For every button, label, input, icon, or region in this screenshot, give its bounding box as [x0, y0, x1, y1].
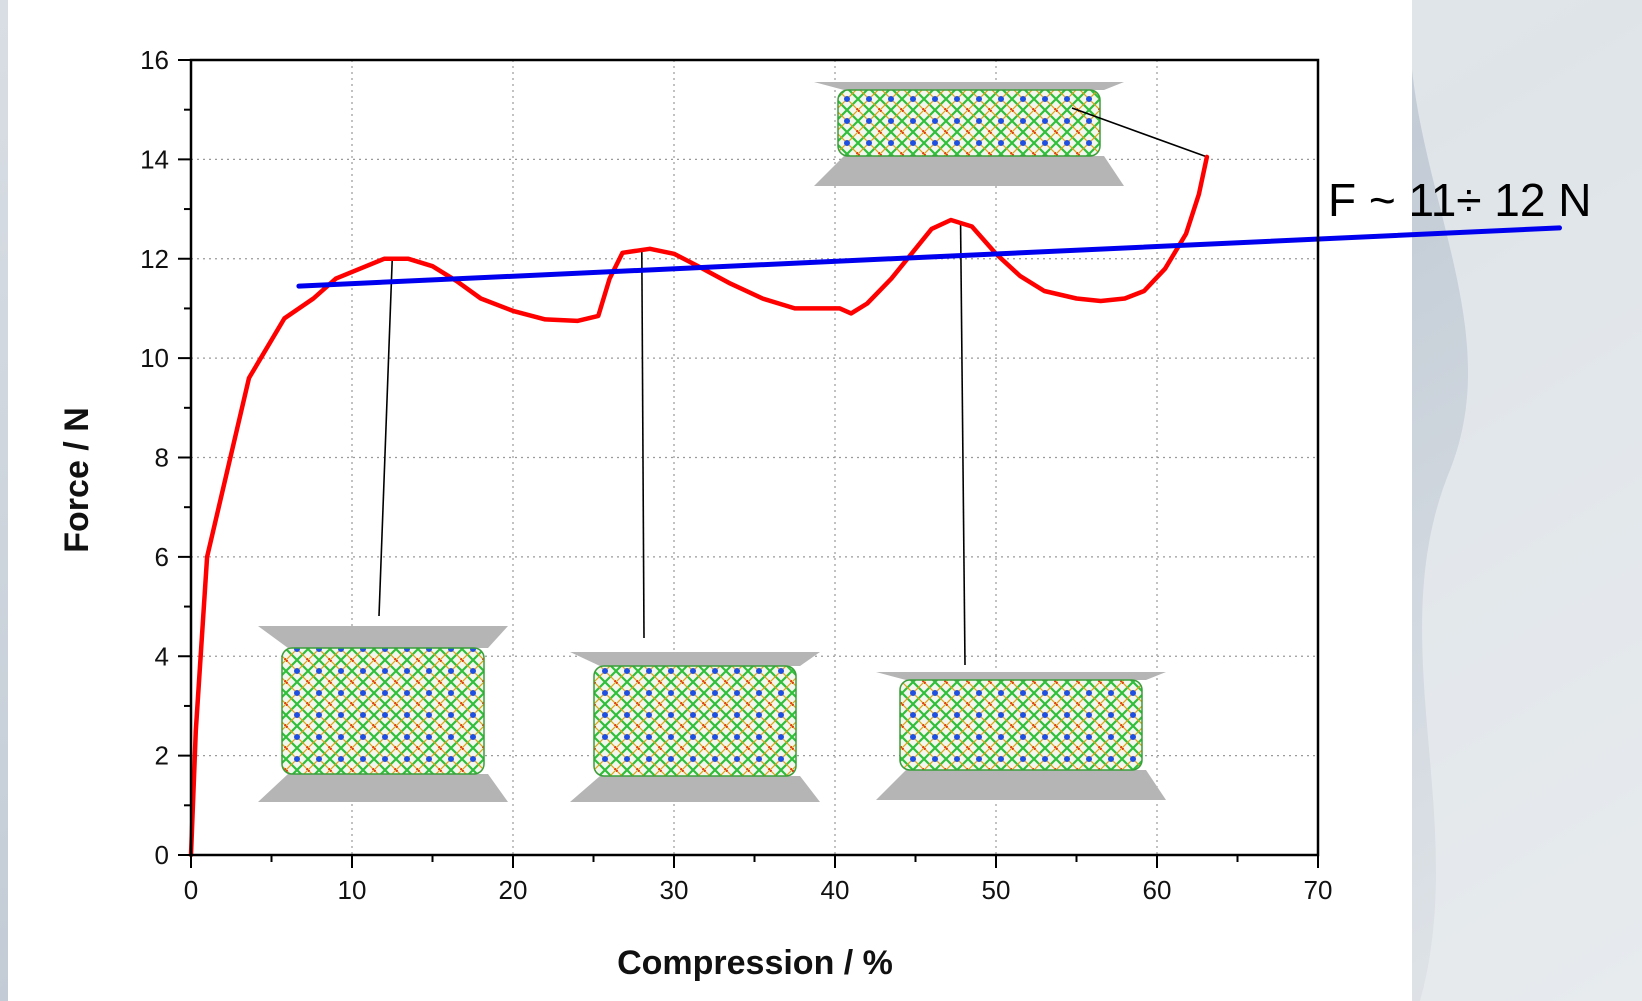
background-shape	[1409, 0, 1642, 1001]
top-plate	[570, 652, 820, 666]
inset-compressed-63pct	[814, 82, 1124, 186]
x-tick-label: 50	[982, 875, 1011, 905]
lattice-structure	[281, 647, 485, 775]
force-annotation: F ~ 11÷ 12 N	[1328, 174, 1591, 226]
bottom-plate	[876, 770, 1166, 800]
inset-compressed-12pct	[258, 626, 508, 802]
tick-labels: 0 10 20 30 40 50 60 70 0 2 4 6 8 10 12 14 16	[140, 45, 1332, 905]
bottom-plate	[570, 776, 820, 802]
leader-line	[641, 248, 645, 639]
plot-panel	[8, 0, 1412, 1001]
y-tick-label: 0	[155, 840, 169, 870]
y-tick-label: 6	[155, 542, 169, 572]
x-axis-title: Compression / %	[617, 944, 893, 982]
simulation-insets	[258, 82, 1166, 802]
top-plate	[814, 82, 1124, 90]
average-force-trendline	[296, 225, 1562, 289]
x-tick-label: 70	[1304, 875, 1333, 905]
x-tick-label: 30	[660, 875, 689, 905]
inset-compressed-48pct	[876, 672, 1166, 800]
lattice-structure	[593, 665, 797, 777]
bottom-plate	[258, 774, 508, 802]
y-axis-title: Force / N	[58, 407, 96, 552]
axes	[178, 58, 1320, 868]
leader-line	[378, 258, 394, 617]
y-tick-label: 4	[155, 641, 169, 671]
x-tick-label: 10	[338, 875, 367, 905]
x-tick-label: 20	[499, 875, 528, 905]
inset-leader-lines	[378, 107, 1208, 666]
leader-line	[1071, 107, 1208, 158]
top-plate	[258, 626, 508, 648]
leader-line	[959, 223, 966, 666]
inset-compressed-28pct	[570, 652, 820, 802]
data-series	[188, 154, 1562, 858]
y-tick-label: 2	[155, 741, 169, 771]
x-tick-label: 60	[1143, 875, 1172, 905]
lattice-structure	[899, 679, 1143, 771]
force-curve	[188, 154, 1210, 858]
x-tick-label: 0	[184, 875, 198, 905]
bottom-plate	[814, 156, 1124, 186]
y-tick-label: 14	[140, 144, 169, 174]
lattice-structure	[837, 89, 1101, 157]
y-tick-label: 12	[140, 244, 169, 274]
y-tick-label: 16	[140, 45, 169, 75]
top-plate	[876, 672, 1166, 680]
y-tick-label: 10	[140, 343, 169, 373]
x-tick-label: 40	[821, 875, 850, 905]
y-tick-label: 8	[155, 443, 169, 473]
